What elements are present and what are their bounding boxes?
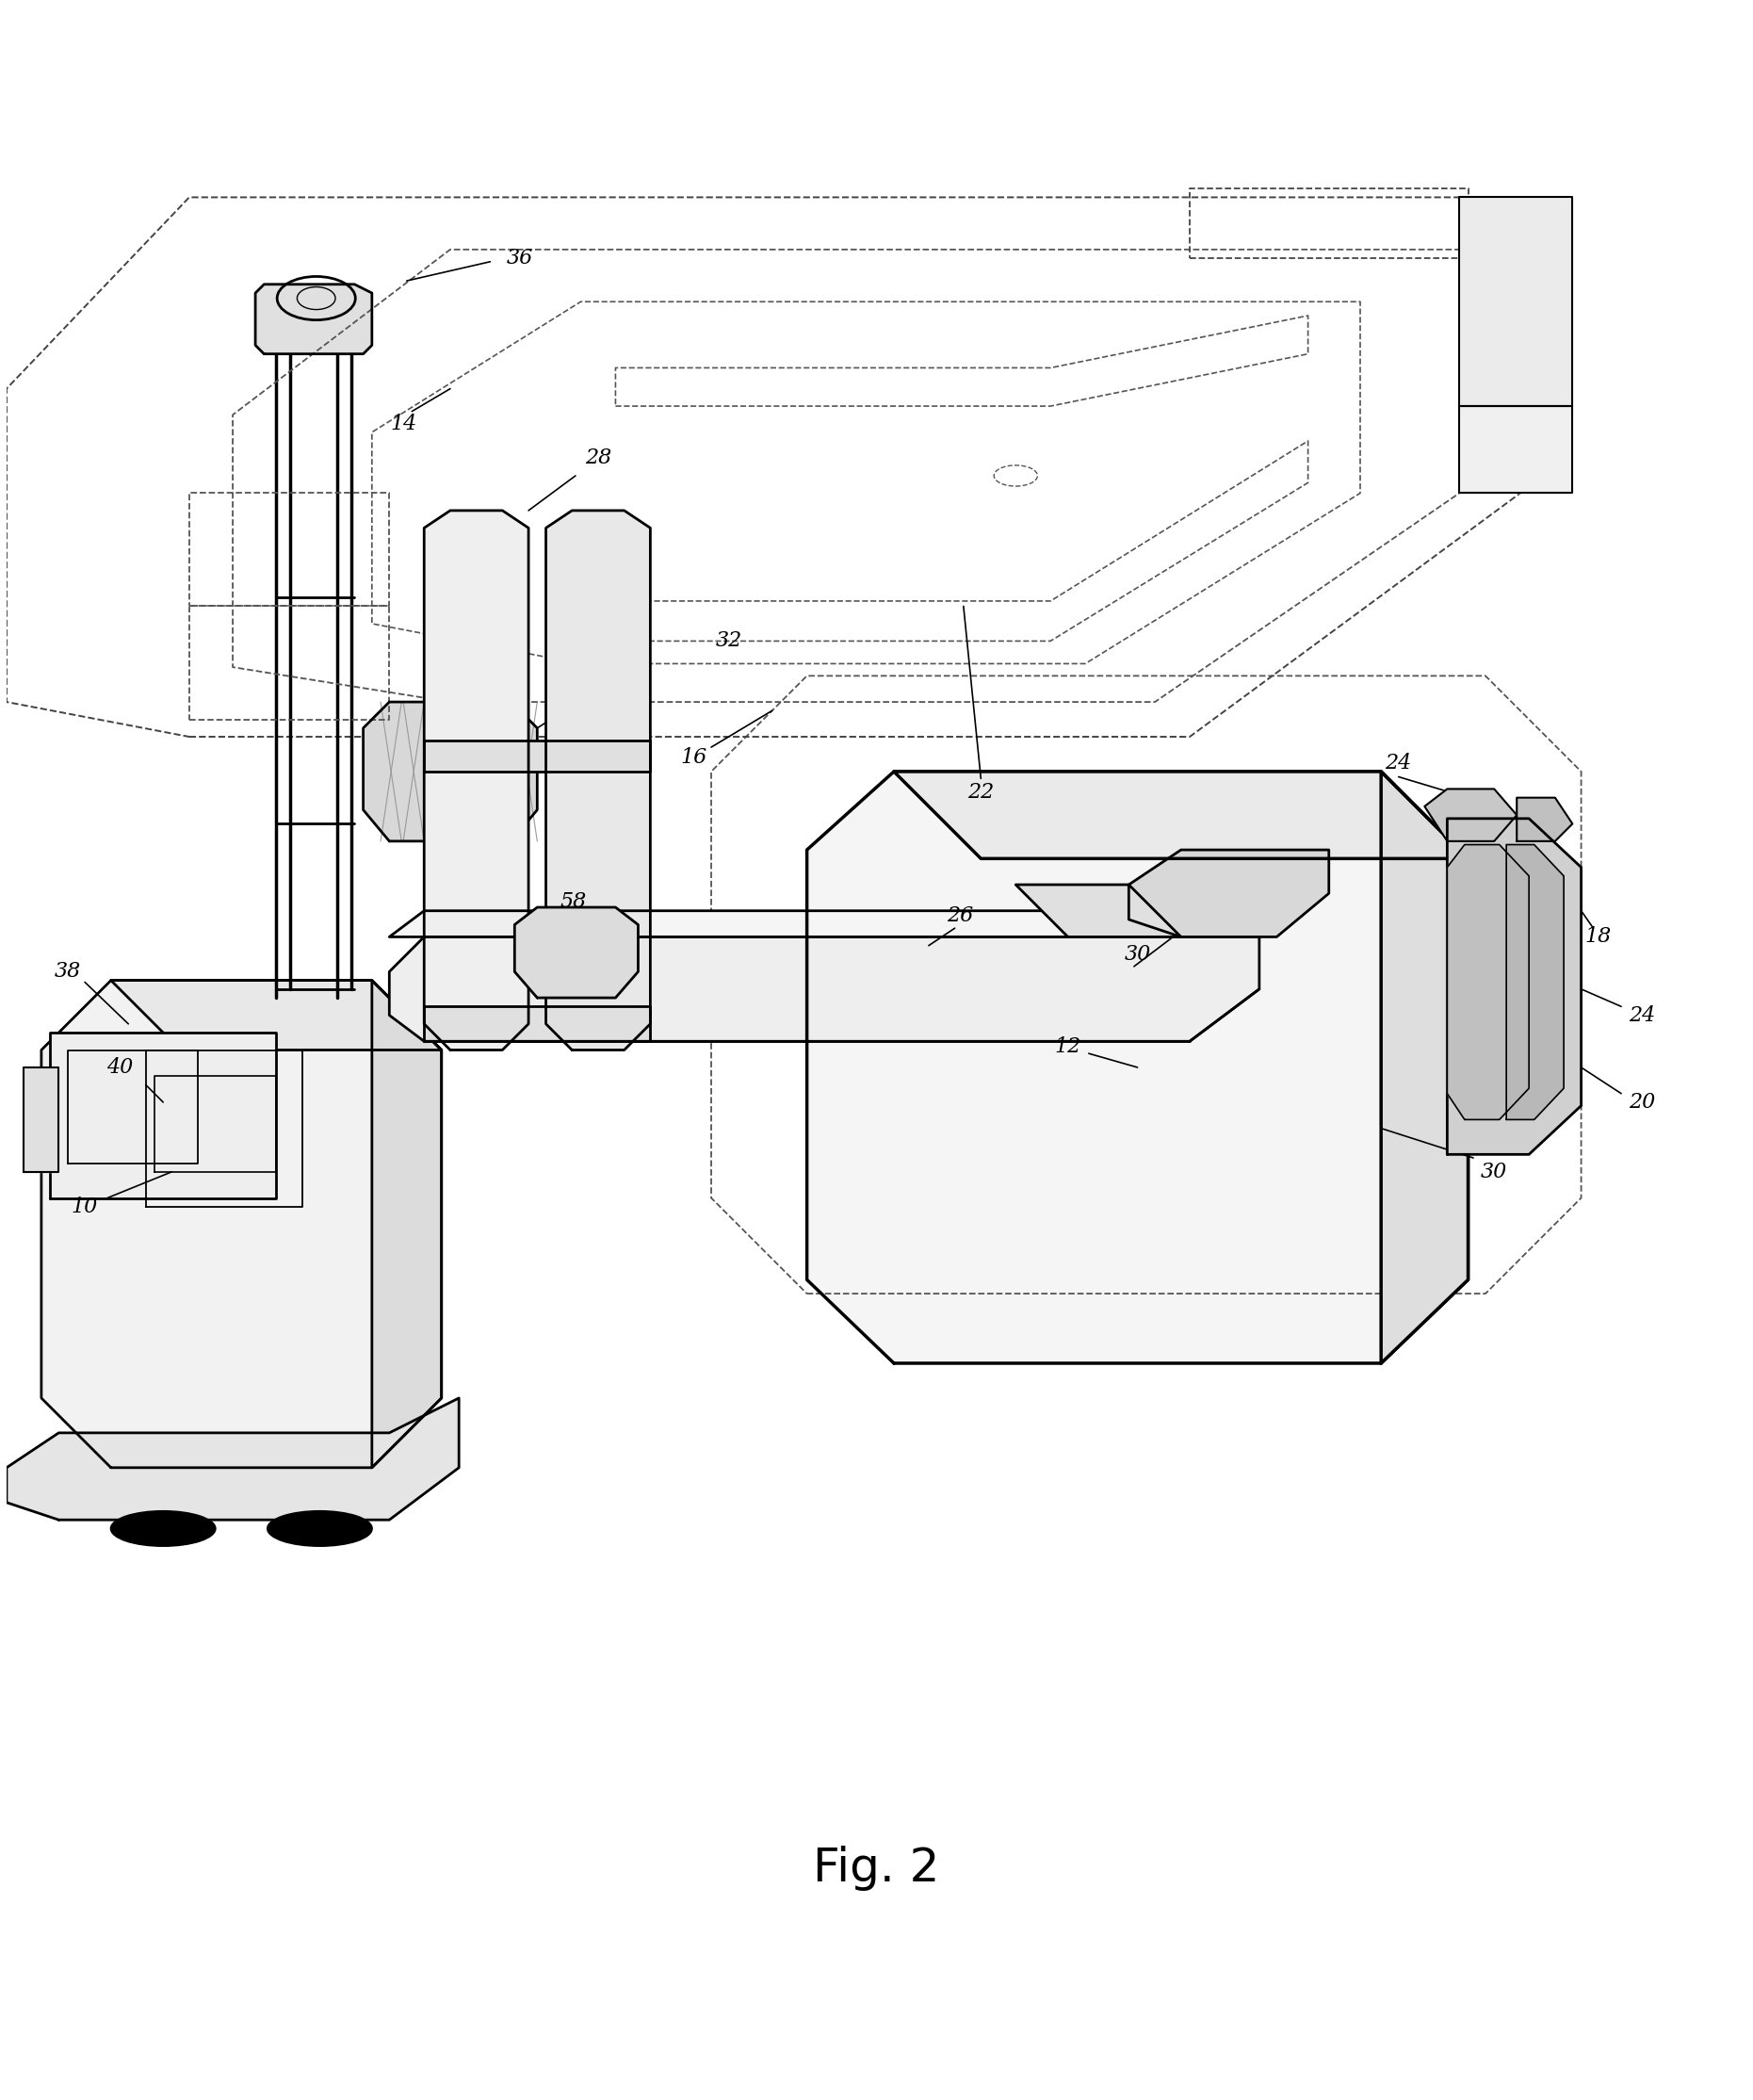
Text: 12: 12	[1055, 1035, 1082, 1056]
Polygon shape	[256, 284, 372, 355]
Polygon shape	[424, 1006, 650, 1042]
Polygon shape	[1015, 884, 1182, 937]
Polygon shape	[372, 981, 442, 1468]
Text: Fig. 2: Fig. 2	[813, 1846, 940, 1890]
Text: 36: 36	[507, 248, 533, 269]
Polygon shape	[389, 937, 1259, 1042]
Text: 24: 24	[1629, 1004, 1655, 1025]
Polygon shape	[1448, 844, 1529, 1119]
Text: 40: 40	[107, 1056, 133, 1077]
Polygon shape	[25, 1067, 60, 1172]
Text: 58: 58	[561, 892, 587, 911]
Polygon shape	[363, 701, 536, 842]
Polygon shape	[1516, 798, 1572, 842]
Polygon shape	[424, 739, 650, 771]
Polygon shape	[51, 1033, 277, 1197]
Text: 28: 28	[586, 447, 612, 468]
Text: 20: 20	[1629, 1092, 1655, 1113]
Polygon shape	[806, 771, 1467, 1363]
Polygon shape	[1458, 405, 1572, 493]
Text: 38: 38	[54, 962, 81, 983]
Polygon shape	[1458, 197, 1572, 405]
Polygon shape	[1448, 819, 1581, 1155]
Polygon shape	[389, 911, 1259, 937]
Polygon shape	[894, 771, 1467, 859]
Polygon shape	[1129, 850, 1329, 937]
Text: 16: 16	[680, 748, 706, 769]
Polygon shape	[7, 1399, 459, 1520]
Text: 32: 32	[715, 630, 742, 651]
Polygon shape	[424, 510, 528, 1050]
Text: 24: 24	[1385, 752, 1411, 773]
Text: 30: 30	[1481, 1161, 1508, 1182]
Polygon shape	[1506, 844, 1564, 1119]
Ellipse shape	[268, 1512, 372, 1546]
Text: 26: 26	[947, 905, 973, 926]
Polygon shape	[110, 981, 442, 1050]
Polygon shape	[545, 510, 650, 1050]
Ellipse shape	[110, 1512, 216, 1546]
Polygon shape	[42, 981, 442, 1468]
Polygon shape	[1425, 790, 1516, 842]
Polygon shape	[1381, 771, 1467, 1363]
Polygon shape	[515, 907, 638, 997]
Text: 10: 10	[72, 1197, 98, 1218]
Text: 30: 30	[1124, 943, 1150, 964]
Text: 14: 14	[389, 414, 417, 435]
Text: 18: 18	[1585, 926, 1611, 947]
Text: 22: 22	[968, 781, 994, 802]
